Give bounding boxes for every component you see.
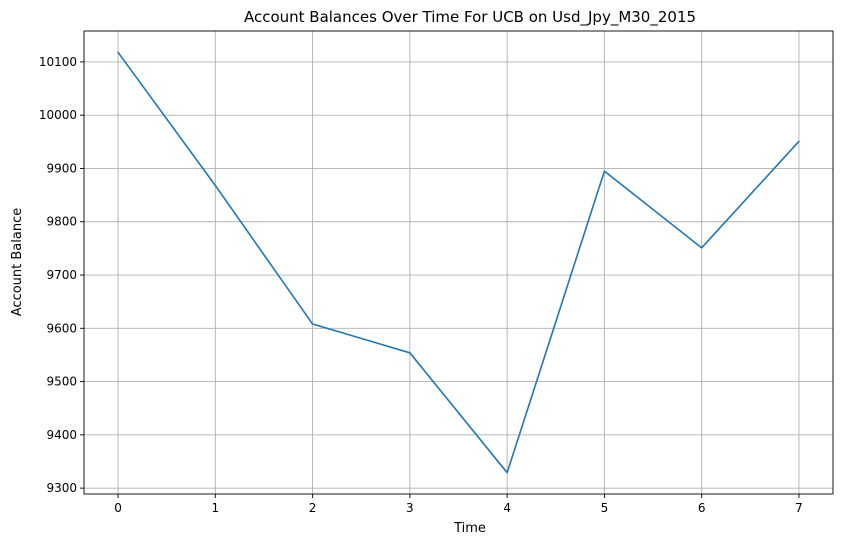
y-tick-label: 9900 (46, 161, 77, 175)
x-tick-label: 1 (211, 501, 219, 515)
series-line (117, 51, 800, 474)
x-tick-label: 6 (698, 501, 706, 515)
y-tick-label: 9400 (46, 428, 77, 442)
x-tick-label: 4 (503, 501, 511, 515)
y-tick-label: 9300 (46, 481, 77, 495)
plot-frame (83, 30, 834, 495)
x-tick-label: 5 (601, 501, 609, 515)
series-group (117, 51, 800, 474)
x-axis-ticks: 0 1 2 3 4 5 6 7 (114, 494, 803, 515)
y-tick-label: 9600 (46, 321, 77, 335)
y-axis-label: Account Balance (10, 208, 25, 316)
x-tick-label: 0 (114, 501, 122, 515)
x-axis-label: Time (453, 521, 486, 536)
y-tick-label: 9800 (46, 215, 77, 229)
y-tick-label: 9500 (46, 375, 77, 389)
y-tick-label: 10000 (39, 108, 77, 122)
chart-title: Account Balances Over Time For UCB on Us… (244, 8, 696, 27)
y-tick-label: 9700 (46, 268, 77, 282)
x-tick-label: 7 (795, 501, 803, 515)
x-tick-label: 3 (406, 501, 414, 515)
y-tick-label: 10100 (39, 55, 77, 69)
grid-lines (84, 31, 833, 494)
y-axis-ticks: 9300 9400 9500 9600 9700 9800 9900 10000 10100 (39, 55, 84, 495)
x-tick-label: 2 (309, 501, 317, 515)
